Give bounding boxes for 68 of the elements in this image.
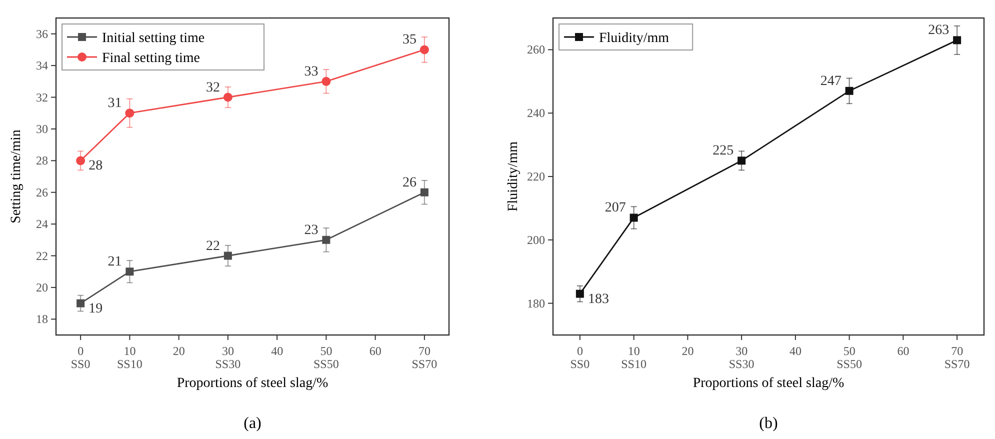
y-tick-label: 22 (36, 248, 48, 263)
data-label: 26 (402, 175, 416, 190)
y-tick-label: 26 (36, 185, 48, 200)
x-tick-label: 60 (369, 344, 382, 358)
data-label: 207 (604, 200, 626, 216)
point (76, 156, 86, 166)
x-tick-label: 10 SS10 (621, 344, 646, 371)
data-label: 35 (402, 32, 416, 48)
point (126, 268, 134, 276)
data-label: 183 (588, 292, 609, 307)
x-tick-label: 30 SS30 (215, 344, 241, 371)
data-label: 23 (304, 222, 318, 238)
point (322, 236, 330, 244)
x-tick-label: 60 (897, 344, 910, 358)
data-label: 22 (206, 238, 220, 254)
x-tick-label: 10 SS10 (117, 344, 142, 371)
point (738, 156, 746, 165)
point (125, 108, 134, 118)
x-tick-label: 30 SS30 (728, 344, 754, 371)
data-label: 33 (304, 64, 318, 80)
data-label: 28 (88, 158, 103, 174)
x-tick-label: 50 SS50 (314, 344, 339, 371)
point (953, 36, 962, 44)
x-tick-label: 50 SS50 (836, 344, 862, 371)
point (322, 76, 331, 86)
y-tick-label: 180 (527, 296, 545, 310)
point (420, 45, 429, 54)
point (420, 188, 428, 196)
x-tick-label: 20 (682, 344, 694, 358)
y-tick-label: 36 (36, 26, 48, 41)
y-axis-title: Setting time/min (9, 130, 24, 224)
point (224, 252, 232, 260)
y-tick-label: 30 (36, 122, 48, 136)
data-label: 247 (820, 74, 842, 89)
data-label: 19 (88, 301, 103, 316)
point (576, 290, 584, 298)
y-tick-label: 240 (527, 106, 545, 120)
x-tick-label: 40 (271, 344, 284, 358)
data-label: 21 (108, 254, 122, 270)
data-label: 32 (206, 80, 220, 96)
y-tick-label: 32 (36, 90, 48, 104)
y-tick-label: 18 (36, 312, 48, 326)
x-tick-label: 20 (172, 344, 185, 358)
legend-label: Final setting time (102, 51, 200, 66)
data-label: 263 (928, 23, 950, 38)
point (76, 299, 85, 308)
x-tick-label: 0 SS0 (70, 344, 90, 371)
y-tick-label: 24 (36, 217, 48, 232)
x-tick-label: 70 SS70 (944, 344, 970, 371)
y-tick-label: 260 (527, 42, 545, 57)
x-tick-label: 70 SS70 (412, 344, 438, 371)
point (845, 86, 854, 95)
x-tick-label: 40 (789, 344, 802, 358)
y-tick-label: 28 (36, 154, 48, 168)
x-axis-title: Proportions of steel slag/% (692, 376, 844, 391)
legend-label: Initial setting time (102, 31, 205, 46)
data-label: 225 (712, 144, 734, 159)
y-tick-label: 200 (527, 232, 545, 247)
y-axis-title: Fluidity/mm (506, 141, 521, 212)
y-tick-label: 34 (36, 58, 48, 73)
x-axis-title: Proportions of steel slag/% (176, 376, 328, 391)
data-label: 31 (108, 96, 122, 112)
x-tick-label: 0 SS0 (570, 344, 590, 371)
point (630, 214, 638, 222)
y-tick-label: 220 (527, 170, 545, 184)
point (223, 92, 232, 102)
legend-label: Fluidity/mm (599, 31, 670, 46)
y-tick-label: 20 (36, 280, 48, 294)
